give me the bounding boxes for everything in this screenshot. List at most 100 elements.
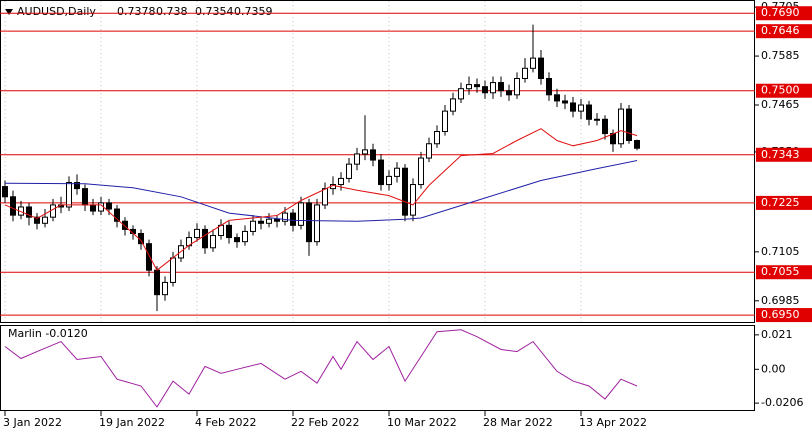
candle-body	[34, 216, 40, 224]
candle-body	[314, 204, 320, 243]
candle-body	[394, 167, 400, 177]
level-label: 0.7690	[761, 6, 800, 19]
candle-body	[242, 230, 248, 243]
candle-body	[426, 143, 432, 159]
candle-body	[490, 82, 496, 94]
candle-body	[418, 157, 424, 186]
level-label-box	[756, 83, 812, 98]
y-tick-label: 0.6985	[761, 294, 800, 307]
candle-body	[562, 100, 568, 104]
candle-body	[226, 224, 232, 239]
candle-body	[522, 67, 528, 79]
candle-body	[210, 235, 216, 249]
candle-body	[250, 220, 256, 232]
x-tick-label: 4 Feb 2022	[195, 416, 256, 429]
candle-body	[122, 220, 128, 230]
candle-body	[506, 90, 512, 96]
level-label: 0.7500	[761, 84, 800, 97]
level-label: 0.6950	[761, 308, 800, 321]
level-label: 0.7646	[761, 24, 800, 37]
candle-body	[170, 257, 176, 283]
candle-body	[594, 118, 600, 121]
candle-body	[570, 102, 576, 112]
y-tick-label: -0.0206	[761, 396, 803, 409]
candle-body	[618, 108, 624, 145]
candle-body	[234, 237, 240, 243]
x-tick-label: 10 Mar 2022	[387, 416, 457, 429]
candle-body	[290, 212, 296, 226]
level-label-box	[756, 265, 812, 280]
candle-body	[386, 175, 392, 186]
y-tick-label: 0.7585	[761, 49, 800, 62]
candle-body	[466, 84, 472, 90]
candle-body	[354, 153, 360, 165]
candle-body	[498, 82, 504, 92]
candle-body	[634, 139, 640, 149]
candle-body	[546, 77, 552, 96]
candle-body	[106, 202, 112, 210]
candle-body	[410, 184, 416, 216]
chart-title: AUDUSD,Daily	[17, 5, 96, 18]
main-pane-border	[0, 0, 755, 323]
candle-body	[50, 204, 56, 218]
header-open: 0.7378	[117, 5, 156, 18]
candle-body	[298, 202, 304, 226]
level-label-box	[756, 147, 812, 162]
header-high: 0.738	[156, 5, 188, 18]
candle-body	[474, 84, 480, 88]
candle-body	[450, 98, 456, 112]
collapse-icon	[5, 9, 13, 15]
candle-body	[26, 206, 32, 218]
candle-body	[2, 186, 8, 198]
candle-body	[154, 269, 160, 296]
candle-body	[578, 104, 584, 112]
candle-body	[378, 159, 384, 186]
candle-body	[90, 204, 96, 212]
y-tick-label: 0.7465	[761, 98, 800, 111]
series-line	[4, 329, 638, 408]
candle-body	[258, 220, 264, 224]
candle-body	[602, 118, 608, 135]
candle-body	[554, 94, 560, 102]
level-label: 0.7055	[761, 265, 800, 278]
candle-body	[66, 182, 72, 208]
candle-body	[114, 208, 120, 222]
candle-body	[10, 196, 16, 216]
level-label-box	[756, 24, 812, 39]
x-tick-label: 3 Jan 2022	[3, 416, 62, 429]
y-tick-label: 0.7105	[761, 245, 800, 258]
level-label-box	[756, 308, 812, 323]
series-line	[4, 128, 638, 271]
candle-body	[266, 218, 272, 224]
candle-body	[626, 108, 632, 141]
candle-body	[586, 104, 592, 120]
x-tick-label: 22 Feb 2022	[291, 416, 359, 429]
candle-body	[402, 167, 408, 216]
candle-body	[74, 182, 80, 190]
candle-body	[362, 149, 368, 155]
candle-body	[538, 57, 544, 79]
candle-body	[322, 188, 328, 206]
y-tick-label: 0.021	[761, 328, 793, 341]
level-label-box	[756, 195, 812, 210]
level-label: 0.7225	[761, 196, 800, 209]
header-close: 0.7359	[234, 5, 273, 18]
candle-body	[482, 86, 488, 94]
candle-body	[162, 281, 168, 296]
level-label-box	[756, 6, 812, 21]
level-label: 0.7343	[761, 148, 800, 161]
candle-body	[346, 163, 352, 179]
indicator-title: Marlin -0.0120	[8, 327, 88, 340]
candle-body	[82, 188, 88, 206]
x-tick-label: 19 Jan 2022	[99, 416, 165, 429]
candle-body	[530, 57, 536, 69]
candle-body	[194, 228, 200, 239]
header-low: 0.7354	[195, 5, 234, 18]
candle-body	[42, 216, 48, 224]
indicator-pane-border	[0, 325, 755, 411]
candle-body	[306, 202, 312, 243]
series-line	[4, 160, 638, 222]
candle-body	[146, 243, 152, 271]
